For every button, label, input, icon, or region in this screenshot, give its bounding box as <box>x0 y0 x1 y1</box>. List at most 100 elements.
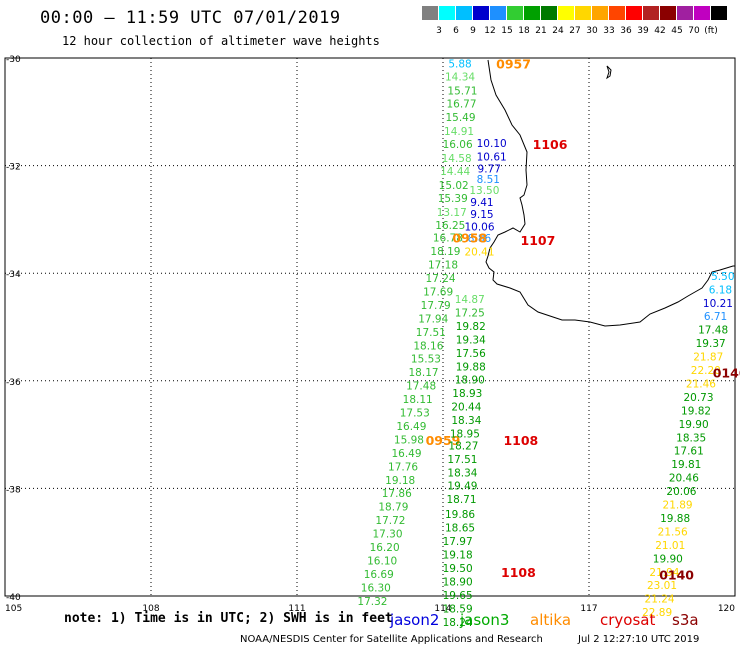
wave-height-value: 14.58 <box>442 153 472 165</box>
wave-height-value: 17.18 <box>428 260 458 272</box>
island-outline <box>606 65 612 80</box>
colorbar-label: 6 <box>453 26 459 36</box>
colorbar-swatch <box>711 6 727 20</box>
colorbar-label: 70 <box>688 26 700 36</box>
wave-height-value: 18.16 <box>413 340 443 352</box>
lat-lon-grid <box>5 58 735 596</box>
wave-height-value: 17.56 <box>456 348 486 360</box>
wave-height-value: 8.51 <box>477 174 500 186</box>
colorbar-swatch <box>439 6 455 20</box>
wave-height-value: 20.46 <box>669 473 699 485</box>
wave-height-value: 19.90 <box>653 553 683 565</box>
map-frame <box>4 57 736 597</box>
pass-time-label: 0957 <box>496 56 531 71</box>
wave-height-value: 20.73 <box>683 392 713 404</box>
wave-height-value: 22.89 <box>642 607 672 619</box>
colorbar-label: 33 <box>603 26 615 36</box>
colorbar-label: 24 <box>552 26 564 36</box>
wave-height-value: 19.34 <box>456 334 486 346</box>
wave-height-value: 10.61 <box>477 151 507 163</box>
wave-height-value: 6.18 <box>709 284 732 296</box>
colorbar-label: 18 <box>518 26 530 36</box>
colorbar-swatch <box>456 6 472 20</box>
wave-height-value: 10.21 <box>703 298 733 310</box>
lat-labels: -30 -32 -34 -36 -38 -40 <box>6 55 21 603</box>
wave-height-value: 20.44 <box>451 402 481 414</box>
wave-height-value: 15.49 <box>445 112 475 124</box>
wave-height-value: 16.10 <box>367 555 397 567</box>
wave-height-value: 16.06 <box>443 139 473 151</box>
wave-height-value: 18.11 <box>403 394 433 406</box>
wave-height-value: 17.72 <box>375 515 405 527</box>
colorbar-label: 3 <box>436 26 442 36</box>
wave-height-value: 21.87 <box>693 352 723 364</box>
colorbar-swatch <box>558 6 574 20</box>
colorbar-swatch <box>592 6 608 20</box>
wave-height-value: 18.90 <box>455 375 485 387</box>
colorbar-swatch <box>677 6 693 20</box>
wave-height-value: 21.24 <box>645 594 675 606</box>
wave-height-value: 15.71 <box>447 85 477 97</box>
wave-height-value: 17.94 <box>418 313 448 325</box>
wave-height-value: 20.41 <box>464 247 494 259</box>
wave-height-value: 6.71 <box>704 311 727 323</box>
page-title: 00:00 – 11:59 UTC 07/01/2019 <box>40 8 341 28</box>
lat-tick-label: -36 <box>6 378 21 388</box>
lon-labels: 105 108 111 114 117 120 <box>5 604 735 614</box>
colorbar-label: 45 <box>671 26 683 36</box>
lat-tick-label: -34 <box>6 270 21 280</box>
wave-height-value: 18.79 <box>378 502 408 514</box>
wave-height-value: 19.86 <box>445 509 475 521</box>
wave-height-value: 16.25 <box>435 220 465 232</box>
wave-height-value: 21.94 <box>649 567 679 579</box>
wave-height-value: 18.17 <box>409 367 439 379</box>
credit-date: Jul 2 12:27:10 UTC 2019 <box>578 634 700 645</box>
wave-height-value: 19.18 <box>385 475 415 487</box>
wave-height-value: 9.15 <box>470 209 493 221</box>
colorbar-swatch <box>694 6 710 20</box>
colorbar-swatch <box>575 6 591 20</box>
wave-height-value: 21.89 <box>663 500 693 512</box>
satellite-jason3: jason3 <box>460 611 510 629</box>
wave-height-value: 18.35 <box>676 432 706 444</box>
wave-height-value: 18.93 <box>452 388 482 400</box>
wave-height-value: 17.79 <box>421 300 451 312</box>
pass-time-label: 0140 <box>659 567 694 582</box>
colorbar-label: 12 <box>484 26 496 36</box>
colorbar-swatch <box>473 6 489 20</box>
wave-height-value: 14.87 <box>455 294 485 306</box>
satellite-cryosat: cryosat <box>600 611 656 629</box>
wave-height-value: 17.51 <box>416 327 446 339</box>
wave-height-value: 10.06 <box>464 221 494 233</box>
wave-height-value: 17.53 <box>400 408 430 420</box>
wave-height-value: 17.76 <box>388 461 418 473</box>
colorbar-swatch <box>609 6 625 20</box>
satellite-s3a: s3a <box>672 611 699 629</box>
wave-height-value: 21.56 <box>658 526 688 538</box>
wave-height-value: 17.32 <box>357 596 387 608</box>
colorbar-swatch <box>507 6 523 20</box>
lon-tick-label: 108 <box>142 604 159 614</box>
note-text: note: 1) Time is in UTC; 2) SWH is in fe… <box>64 611 393 626</box>
satellite-altika: altika <box>530 611 572 629</box>
page-subtitle: 12 hour collection of altimeter wave hei… <box>62 34 380 48</box>
pass-time-label: 1108 <box>503 433 538 448</box>
wave-height-value: 13.17 <box>437 207 467 219</box>
wave-height-value: 19.81 <box>671 459 701 471</box>
wave-height-value: 18.19 <box>430 246 460 258</box>
wave-height-value: 19.65 <box>443 590 473 602</box>
wave-height-value: 22.20 <box>691 365 721 377</box>
colorbar-label: (ft) <box>704 26 718 36</box>
wave-height-value: 16.69 <box>364 569 394 581</box>
wave-height-value: 21.01 <box>655 540 685 552</box>
wave-height-value: 17.97 <box>443 536 473 548</box>
wave-height-value: 18.59 <box>443 603 473 615</box>
wave-height-value: 16.77 <box>446 99 476 111</box>
wave-height-value: 19.49 <box>447 481 477 493</box>
wave-height-value: 23.01 <box>647 580 677 592</box>
